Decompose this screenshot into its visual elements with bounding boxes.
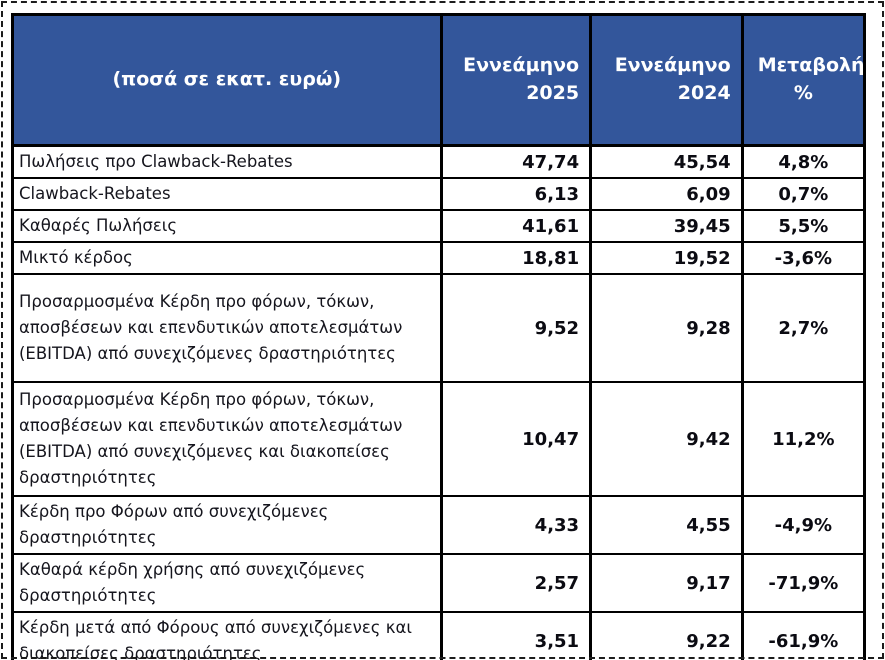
value-2024: 6,09 (589, 177, 744, 211)
value-change-percent: -3,6% (740, 241, 867, 275)
value-2024: 19,52 (589, 241, 744, 275)
value-2025: 41,61 (439, 209, 593, 243)
value-2025: 18,81 (439, 241, 593, 275)
value-2024: 9,17 (589, 553, 744, 613)
value-2025: 2,57 (439, 553, 593, 613)
value-change-percent: 4,8% (740, 144, 867, 179)
value-2025: 10,47 (439, 381, 593, 497)
value-2025: 47,74 (439, 144, 593, 179)
table-row: Καθαρές Πωλήσεις 41,61 39,45 5,5% (11, 209, 867, 243)
financial-results-table: (ποσά σε εκατ. ευρώ) Εννεάμηνο 2025 Εννε… (11, 13, 867, 660)
header-row: (ποσά σε εκατ. ευρώ) Εννεάμηνο 2025 Εννε… (11, 13, 867, 147)
value-2024: 9,28 (589, 273, 744, 383)
row-label: Πωλήσεις προ Clawback-Rebates (11, 144, 443, 179)
table-row: Προσαρμοσμένα Κέρδη προ φόρων, τόκων, απ… (11, 381, 867, 497)
value-change-percent: -71,9% (740, 553, 867, 613)
value-2025: 4,33 (439, 495, 593, 555)
table-row: Προσαρμοσμένα Κέρδη προ φόρων, τόκων, απ… (11, 273, 867, 383)
row-label: Κέρδη μετά από Φόρους από συνεχιζόμενες … (11, 611, 443, 660)
table-row: Κέρδη μετά από Φόρους από συνεχιζόμενες … (11, 611, 867, 660)
table-row: Clawback-Rebates 6,13 6,09 0,7% (11, 177, 867, 211)
value-2024: 45,54 (589, 144, 744, 179)
row-label: Μικτό κέρδος (11, 241, 443, 275)
header-col-period-2024: Εννεάμηνο 2024 (589, 13, 744, 147)
value-2024: 9,42 (589, 381, 744, 497)
header-col-change-percent: Μεταβολή % (740, 13, 867, 147)
financial-results-table-container: (ποσά σε εκατ. ευρώ) Εννεάμηνο 2025 Εννε… (11, 13, 867, 660)
row-label: Καθαρές Πωλήσεις (11, 209, 443, 243)
row-label: Clawback-Rebates (11, 177, 443, 211)
value-2024: 9,22 (589, 611, 744, 660)
table-row: Πωλήσεις προ Clawback-Rebates 47,74 45,5… (11, 144, 867, 179)
value-change-percent: -4,9% (740, 495, 867, 555)
value-2025: 9,52 (439, 273, 593, 383)
row-label: Καθαρά κέρδη χρήσης από συνεχιζόμενες δρ… (11, 553, 443, 613)
value-change-percent: -61,9% (740, 611, 867, 660)
value-2024: 4,55 (589, 495, 744, 555)
value-2024: 39,45 (589, 209, 744, 243)
header-col-period-2025: Εννεάμηνο 2025 (439, 13, 593, 147)
value-2025: 6,13 (439, 177, 593, 211)
value-change-percent: 11,2% (740, 381, 867, 497)
value-2025: 3,51 (439, 611, 593, 660)
value-change-percent: 0,7% (740, 177, 867, 211)
row-label: Προσαρμοσμένα Κέρδη προ φόρων, τόκων, απ… (11, 381, 443, 497)
table-row: Καθαρά κέρδη χρήσης από συνεχιζόμενες δρ… (11, 553, 867, 613)
value-change-percent: 5,5% (740, 209, 867, 243)
header-unit-note: (ποσά σε εκατ. ευρώ) (11, 13, 443, 147)
value-change-percent: 2,7% (740, 273, 867, 383)
row-label: Προσαρμοσμένα Κέρδη προ φόρων, τόκων, απ… (11, 273, 443, 383)
table-row: Κέρδη προ Φόρων από συνεχιζόμενες δραστη… (11, 495, 867, 555)
row-label: Κέρδη προ Φόρων από συνεχιζόμενες δραστη… (11, 495, 443, 555)
table-row: Μικτό κέρδος 18,81 19,52 -3,6% (11, 241, 867, 275)
